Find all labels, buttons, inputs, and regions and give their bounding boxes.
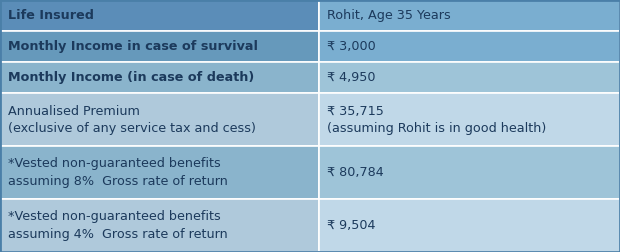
Text: Monthly Income (in case of death): Monthly Income (in case of death): [8, 71, 254, 84]
Text: ₹ 3,000: ₹ 3,000: [327, 40, 376, 53]
Bar: [0, 146, 319, 199]
Bar: [0, 31, 319, 62]
Text: ₹ 80,784: ₹ 80,784: [327, 166, 384, 179]
Text: ₹ 35,715
(assuming Rohit is in good health): ₹ 35,715 (assuming Rohit is in good heal…: [327, 105, 547, 135]
Text: Monthly Income in case of survival: Monthly Income in case of survival: [8, 40, 258, 53]
Text: *Vested non-guaranteed benefits
assuming 4%  Gross rate of return: *Vested non-guaranteed benefits assuming…: [8, 210, 228, 241]
Text: Annualised Premium
(exclusive of any service tax and cess): Annualised Premium (exclusive of any ser…: [8, 105, 256, 135]
Bar: [0, 0, 319, 31]
Bar: [319, 146, 620, 199]
Text: Rohit, Age 35 Years: Rohit, Age 35 Years: [327, 9, 451, 22]
Bar: [0, 93, 319, 146]
Text: *Vested non-guaranteed benefits
assuming 8%  Gross rate of return: *Vested non-guaranteed benefits assuming…: [8, 158, 228, 188]
Bar: [319, 93, 620, 146]
Bar: [0, 199, 319, 252]
Bar: [319, 0, 620, 31]
Bar: [0, 62, 319, 93]
Text: ₹ 9,504: ₹ 9,504: [327, 219, 376, 232]
Bar: [319, 199, 620, 252]
Bar: [319, 62, 620, 93]
Bar: [319, 31, 620, 62]
Text: ₹ 4,950: ₹ 4,950: [327, 71, 376, 84]
Text: Life Insured: Life Insured: [8, 9, 94, 22]
